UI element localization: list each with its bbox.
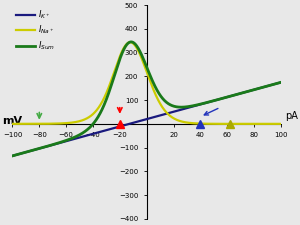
- Text: mV: mV: [2, 116, 22, 126]
- Text: pA: pA: [285, 111, 298, 122]
- Text: $I_{K^+}$: $I_{K^+}$: [38, 9, 51, 21]
- Text: $I_{Sum}$: $I_{Sum}$: [38, 39, 55, 52]
- Text: $I_{Na^+}$: $I_{Na^+}$: [38, 24, 55, 36]
